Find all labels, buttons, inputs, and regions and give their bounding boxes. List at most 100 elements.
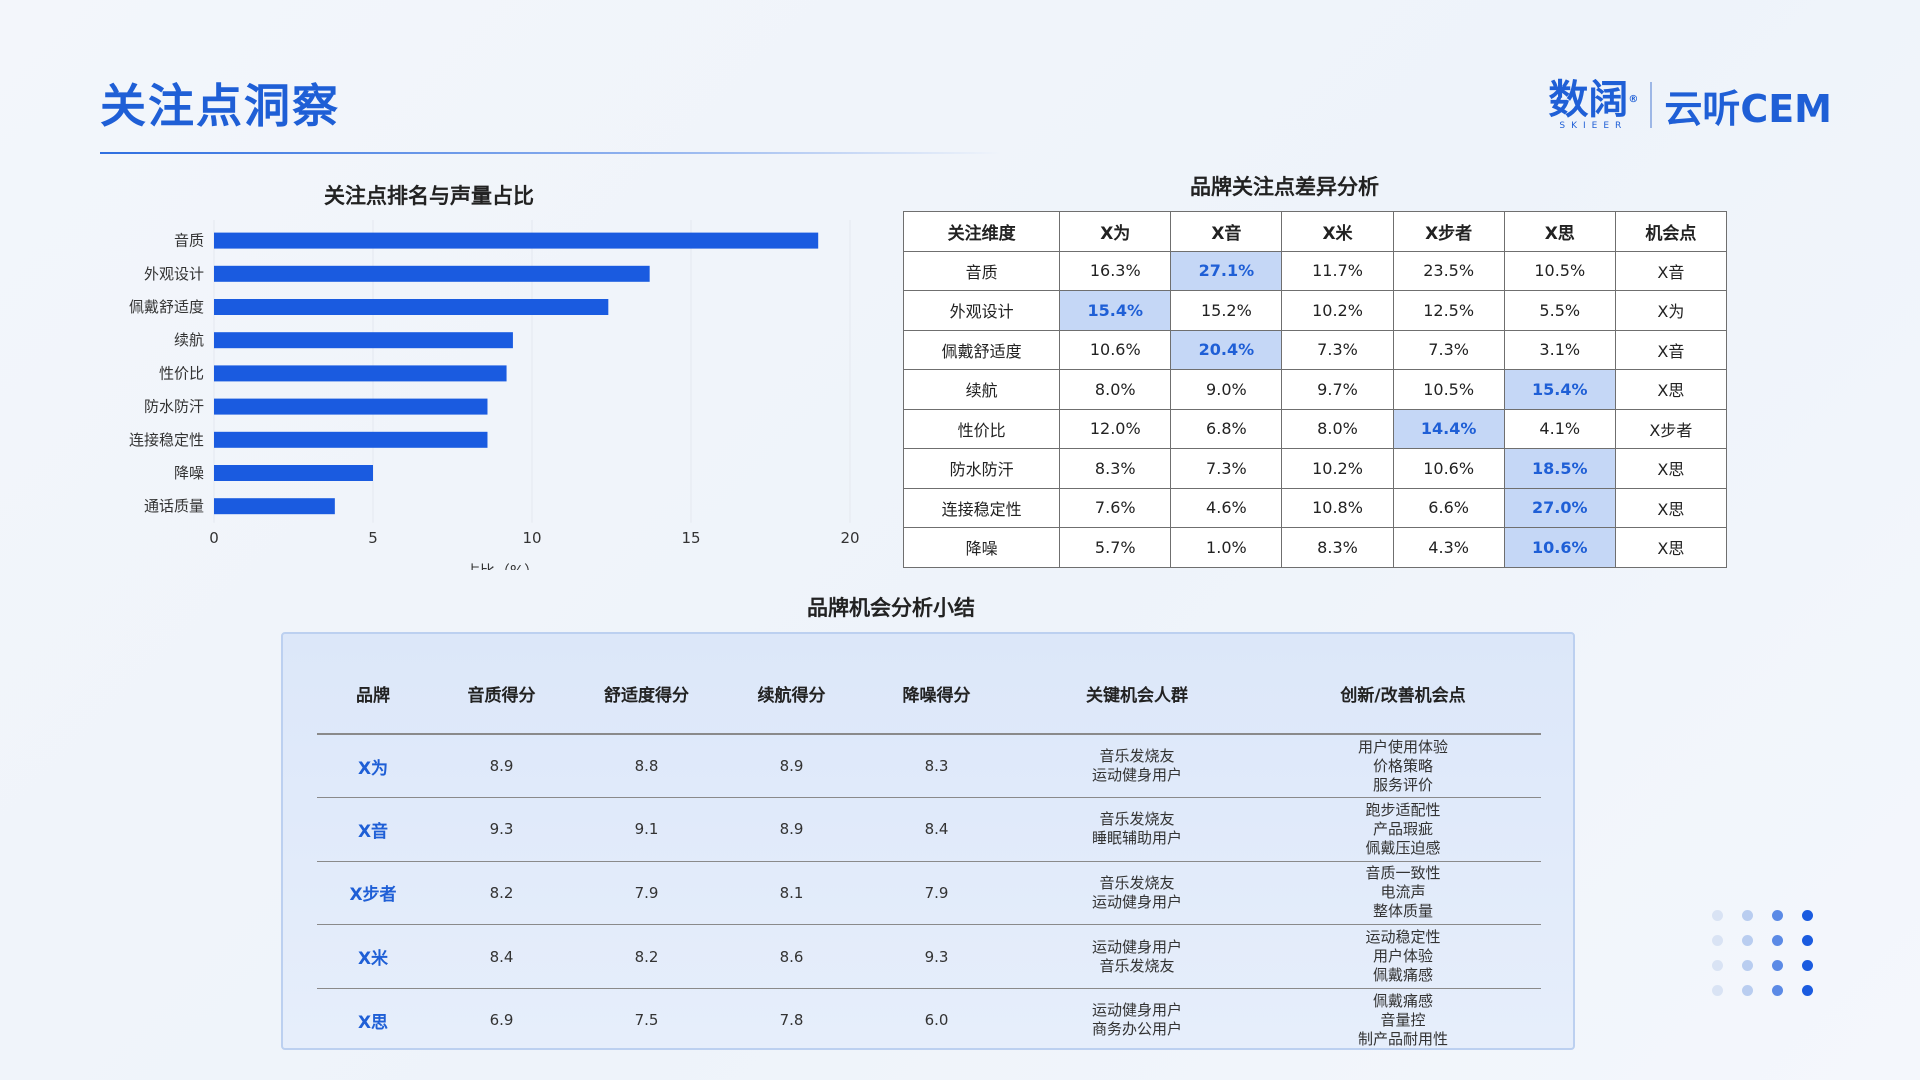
score-cell: 8.4 xyxy=(429,924,574,989)
cell-line: 跑步适配性 xyxy=(1365,800,1441,819)
share-cell: 4.6% xyxy=(1170,487,1283,528)
brand-table-header: X音 xyxy=(1170,211,1283,252)
share-cell: 4.1% xyxy=(1503,408,1616,449)
decor-dot xyxy=(1742,935,1753,946)
decor-dot xyxy=(1742,960,1753,971)
cell-line: 用户体验 xyxy=(1372,947,1433,966)
decor-dot xyxy=(1712,910,1723,921)
share-cell: 6.8% xyxy=(1170,408,1283,449)
share-cell: 4.3% xyxy=(1392,527,1505,568)
improvement-points-cell: 运动稳定性 用户体验 佩戴痛感 xyxy=(1265,924,1541,989)
y-category-label: 外观设计 xyxy=(144,265,204,283)
cell-line: 整体质量 xyxy=(1372,902,1433,921)
summary-header: 舒适度得分 xyxy=(574,654,719,735)
decor-dot xyxy=(1802,985,1813,996)
cell-line: 运动健身用户 xyxy=(1091,766,1182,785)
share-cell: 7.3% xyxy=(1392,329,1505,370)
dimension-cell: 降噪 xyxy=(902,527,1061,568)
share-cell: 12.5% xyxy=(1392,290,1505,331)
summary-row: X米 8.4 8.2 8.6 9.3 运动健身用户 音乐发烧友 运动稳定性 用户体验 佩戴痛感 xyxy=(317,924,1541,989)
summary-header: 降噪得分 xyxy=(864,654,1009,735)
share-cell: 8.3% xyxy=(1281,527,1394,568)
opportunity-groups-cell: 音乐发烧友 运动健身用户 xyxy=(1009,861,1265,926)
opportunity-cell: X音 xyxy=(1614,250,1728,291)
bar xyxy=(214,232,819,249)
share-cell: 9.7% xyxy=(1281,369,1394,410)
brand-difference-table: 关注维度 X为 X音 X米 X步者 X思 机会点 音质 16.3% 27.1% 11.7% 23.5… xyxy=(902,211,1728,568)
cell-line: 佩戴痛感 xyxy=(1372,966,1433,985)
y-category-label: 性价比 xyxy=(159,364,204,382)
logo-main-text: 数阔 xyxy=(1548,77,1629,123)
bar xyxy=(214,398,488,415)
share-cell: 27.0% xyxy=(1503,487,1616,528)
brand-table-header: 机会点 xyxy=(1614,211,1728,252)
share-cell: 7.3% xyxy=(1281,329,1394,370)
summary-panel: 品牌 音质得分 舒适度得分 续航得分 降噪得分 关键机会人群 创新/改善机会点 X为 8.9 8… xyxy=(281,632,1575,1050)
score-cell: 6.0 xyxy=(924,1011,949,1030)
dimension-cell: 连接稳定性 xyxy=(902,487,1061,528)
decor-dot xyxy=(1742,910,1753,921)
share-cell: 3.1% xyxy=(1503,329,1616,370)
score-cell: 8.6 xyxy=(719,924,864,989)
brand-table-row: 连接稳定性 7.6% 4.6% 10.8% 6.6% 27.0% X思 xyxy=(902,487,1728,528)
logo-mark: 数阔® SKIEER xyxy=(1548,79,1638,131)
x-tick-label: 5 xyxy=(368,529,378,547)
y-category-label: 续航 xyxy=(174,331,204,349)
cell-line: 音量控 xyxy=(1380,1010,1426,1029)
score-cell: 8.2 xyxy=(574,924,719,989)
dimension-cell: 音质 xyxy=(902,250,1061,291)
opportunity-cell: X思 xyxy=(1614,487,1728,528)
share-cell: 20.4% xyxy=(1170,329,1283,370)
summary-row: X为 8.9 8.8 8.9 8.3 音乐发烧友 运动健身用户 用户使用体验 价格策略 服务评价 xyxy=(317,734,1541,799)
share-cell: 7.6% xyxy=(1059,487,1172,528)
share-cell: 10.6% xyxy=(1503,527,1616,568)
score-cell: 7.8 xyxy=(779,1011,804,1030)
decor-dot xyxy=(1772,960,1783,971)
score-cell: 9.3 xyxy=(864,924,1009,989)
y-category-label: 音质 xyxy=(174,232,204,250)
brand-name-cell: X米 xyxy=(317,924,429,989)
opportunity-groups-cell: 运动健身用户 音乐发烧友 xyxy=(1009,924,1265,989)
share-cell: 10.2% xyxy=(1281,290,1394,331)
score-cell: 8.9 xyxy=(429,734,574,799)
brand-table-title: 品牌关注点差异分析 xyxy=(1190,175,1379,199)
score-cell: 8.3 xyxy=(864,734,1009,799)
ranking-bar-chart: 0 5 10 15 20 音质外观设计佩戴舒适度续航性价比防水防汗连接稳定性降噪通话质量占… xyxy=(129,220,860,570)
decorative-dot-grid xyxy=(1712,910,1822,1010)
cell-line: 电流声 xyxy=(1380,883,1426,902)
decor-dot xyxy=(1772,935,1783,946)
brand-name-cell: X音 xyxy=(317,797,429,862)
dimension-cell: 续航 xyxy=(902,369,1061,410)
share-cell: 16.3% xyxy=(1059,250,1172,291)
share-cell: 10.2% xyxy=(1281,448,1394,489)
bar xyxy=(214,365,507,382)
opportunity-cell: X为 xyxy=(1614,290,1728,331)
brand-table-row: 音质 16.3% 27.1% 11.7% 23.5% 10.5% X音 xyxy=(902,250,1728,291)
share-cell: 15.4% xyxy=(1503,369,1616,410)
logo-divider xyxy=(1650,82,1653,128)
score-cell: 9.3 xyxy=(429,797,574,862)
x-tick-label: 15 xyxy=(681,529,700,547)
dimension-cell: 外观设计 xyxy=(902,290,1061,331)
cell-line: 运动健身用户 xyxy=(1091,892,1182,911)
decor-dot xyxy=(1712,985,1723,996)
logo-registered-mark: ® xyxy=(1628,94,1639,105)
share-cell: 23.5% xyxy=(1392,250,1505,291)
cell-line: 睡眠辅助用户 xyxy=(1091,829,1182,848)
share-cell: 15.2% xyxy=(1170,290,1283,331)
brand-table-header: X米 xyxy=(1281,211,1394,252)
opportunity-groups-cell: 音乐发烧友 运动健身用户 xyxy=(1009,734,1265,799)
decor-dot xyxy=(1772,985,1783,996)
score-cell: 6.9 xyxy=(489,1011,514,1030)
bar xyxy=(214,498,335,515)
summary-header: 续航得分 xyxy=(719,654,864,735)
share-cell: 10.8% xyxy=(1281,487,1394,528)
share-cell: 5.7% xyxy=(1059,527,1172,568)
brand-opportunity-table: 品牌 音质得分 舒适度得分 续航得分 降噪得分 关键机会人群 创新/改善机会点 X为 8.9 8… xyxy=(317,654,1541,1052)
brand-table-row: 降噪 5.7% 1.0% 8.3% 4.3% 10.6% X思 xyxy=(902,527,1728,568)
share-cell: 7.3% xyxy=(1170,448,1283,489)
share-cell: 27.1% xyxy=(1170,250,1283,291)
x-tick-label: 10 xyxy=(522,529,541,547)
summary-title: 品牌机会分析小结 xyxy=(807,596,975,620)
score-cell: 7.9 xyxy=(864,861,1009,926)
